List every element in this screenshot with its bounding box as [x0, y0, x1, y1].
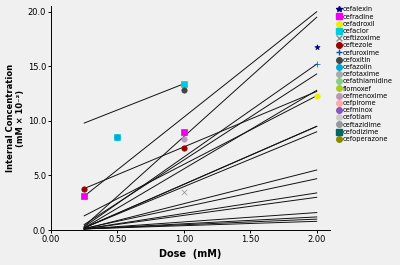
Legend: cefalexin, cefradine, cefadroxil, cefaclor, ceftizoxime, ceftezole, cefuroxime, : cefalexin, cefradine, cefadroxil, cefacl… — [336, 5, 394, 143]
Point — [181, 146, 187, 150]
Point — [314, 94, 320, 98]
Point — [181, 82, 187, 86]
Point — [181, 137, 187, 142]
Y-axis label: Internal Concentration
(mM × 10⁻²): Internal Concentration (mM × 10⁻²) — [6, 64, 25, 172]
Point — [81, 194, 87, 198]
Point — [181, 190, 187, 194]
Point — [114, 135, 121, 139]
Point — [314, 45, 320, 49]
Point — [181, 88, 187, 92]
X-axis label: Dose  (mM): Dose (mM) — [159, 249, 222, 259]
Point — [181, 130, 187, 134]
Point — [81, 187, 87, 191]
Point — [314, 62, 320, 66]
Point — [114, 135, 121, 139]
